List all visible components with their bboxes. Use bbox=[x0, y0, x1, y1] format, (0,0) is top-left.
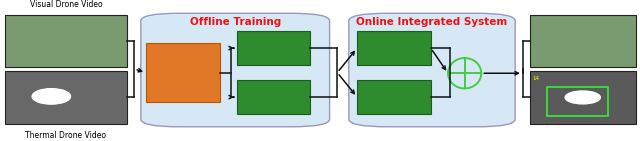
FancyBboxPatch shape bbox=[237, 80, 310, 114]
Text: Detection: Detection bbox=[369, 44, 419, 53]
Text: MDNet: MDNet bbox=[256, 93, 291, 102]
Text: Online Integrated System: Online Integrated System bbox=[356, 17, 508, 27]
FancyBboxPatch shape bbox=[146, 43, 220, 102]
FancyBboxPatch shape bbox=[5, 71, 127, 124]
Text: Fast R-CNN: Fast R-CNN bbox=[245, 44, 302, 53]
FancyBboxPatch shape bbox=[237, 31, 310, 65]
FancyBboxPatch shape bbox=[357, 31, 431, 65]
FancyBboxPatch shape bbox=[5, 15, 127, 67]
Text: Offline Training: Offline Training bbox=[189, 17, 281, 27]
FancyBboxPatch shape bbox=[349, 13, 515, 127]
Ellipse shape bbox=[32, 89, 70, 104]
Text: Visual Drone Video: Visual Drone Video bbox=[29, 0, 102, 9]
Ellipse shape bbox=[565, 91, 600, 104]
FancyBboxPatch shape bbox=[357, 80, 431, 114]
Text: 14: 14 bbox=[532, 76, 540, 81]
FancyBboxPatch shape bbox=[530, 15, 636, 67]
Text: Tracking: Tracking bbox=[372, 93, 415, 102]
FancyBboxPatch shape bbox=[530, 71, 636, 124]
Text: Thermal Drone Video: Thermal Drone Video bbox=[26, 131, 106, 140]
Text: Data
Augmentation: Data Augmentation bbox=[149, 63, 216, 82]
FancyBboxPatch shape bbox=[141, 13, 330, 127]
